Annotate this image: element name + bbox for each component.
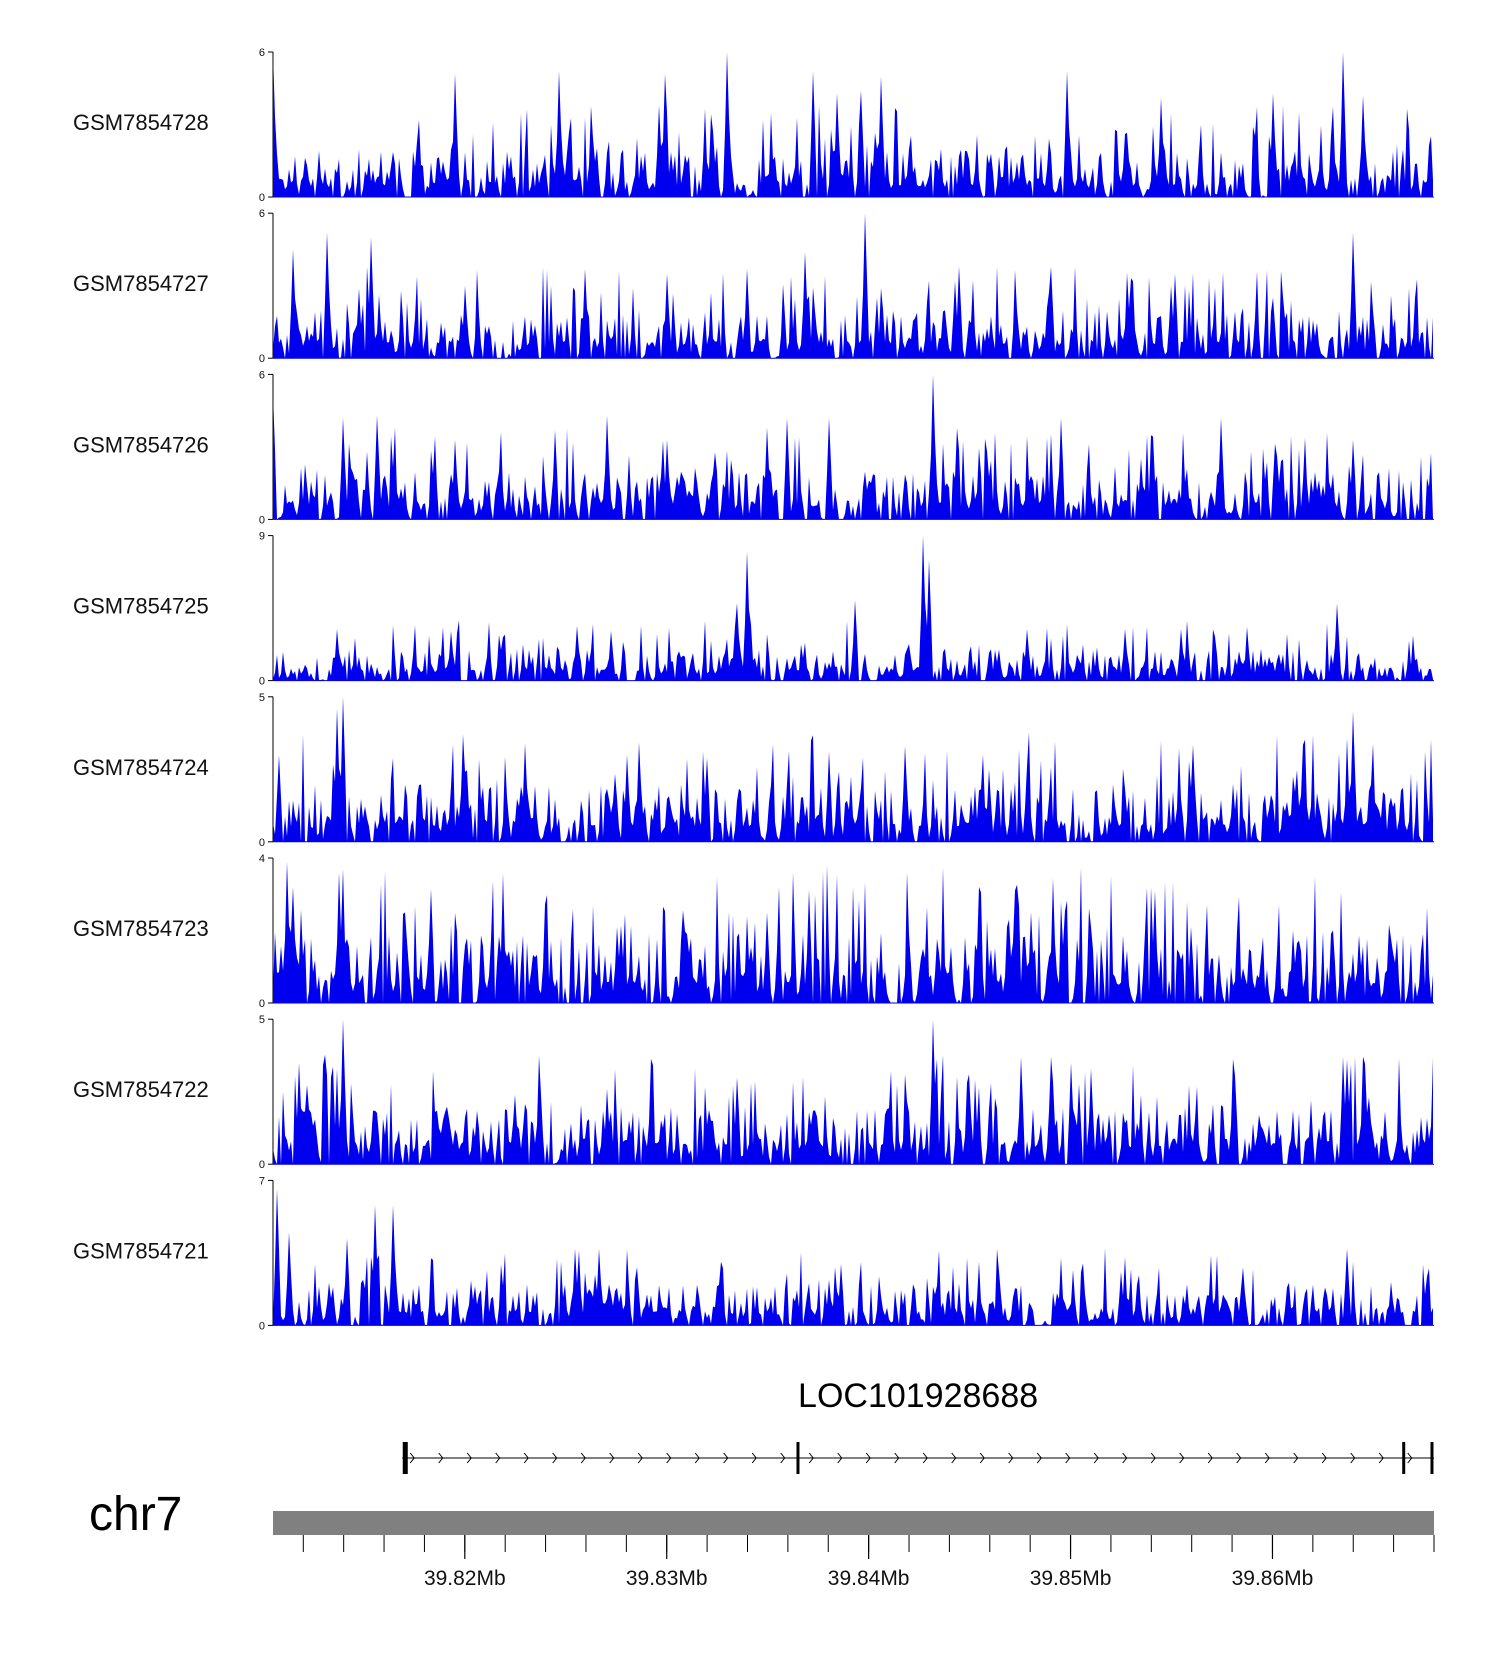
y-tick-label-min: 0 [259,998,265,1010]
strand-arrow [580,1452,586,1464]
strand-arrow [637,1452,643,1464]
track-label: GSM7854728 [73,110,209,135]
exon-mark [1430,1442,1434,1474]
exon-mark [404,1442,408,1474]
strand-arrow [951,1452,957,1464]
axis-tick-label: 39.84Mb [828,1567,910,1590]
y-tick-label-max: 6 [259,47,265,59]
strand-arrow [1008,1452,1014,1464]
track-GSM7854728: GSM7854728 6 0 [73,47,1434,204]
strand-arrow [751,1452,757,1464]
strand-arrow [1036,1452,1042,1464]
strand-arrow [894,1452,900,1464]
exon-mark [796,1442,800,1474]
signal-area [273,535,1433,681]
strand-arrow [922,1452,928,1464]
strand-arrow [1407,1452,1413,1464]
strand-arrow [1293,1452,1299,1464]
strand-arrow [523,1452,529,1464]
y-tick-label-min: 0 [259,192,265,204]
strand-arrow [1122,1452,1128,1464]
y-tick-label-max: 6 [259,208,265,220]
strand-arrow [438,1452,444,1464]
chromosome-label: chr7 [89,1488,182,1541]
strand-arrow [1179,1452,1185,1464]
track-GSM7854725: GSM7854725 9 0 [73,531,1434,688]
chromosome-ideogram-bar [273,1511,1434,1535]
strand-arrow [865,1452,871,1464]
axis-tick-label: 39.82Mb [424,1567,506,1590]
track-label: GSM7854725 [73,594,209,619]
strand-arrow [495,1452,501,1464]
strand-arrow [466,1452,472,1464]
gene-track: LOC101928688 [402,1377,1434,1474]
y-tick-label-min: 0 [259,1320,265,1332]
y-tick-label-max: 9 [259,531,265,543]
gene-structure [402,1442,1434,1474]
strand-arrow [609,1452,615,1464]
y-tick-label-min: 0 [259,837,265,849]
strand-arrow [1065,1452,1071,1464]
y-tick-label-max: 6 [259,369,265,381]
strand-arrow [837,1452,843,1464]
gene-name: LOC101928688 [798,1377,1038,1415]
y-tick-label-min: 0 [259,514,265,526]
strand-arrow [1321,1452,1327,1464]
exon-mark [1402,1442,1406,1474]
strand-arrow [1378,1452,1384,1464]
strand-arrow [979,1452,985,1464]
strand-arrow [1150,1452,1156,1464]
signal-area [273,52,1433,197]
axis-tick-label: 39.85Mb [1030,1567,1112,1590]
track-GSM7854723: GSM7854723 4 0 [73,853,1434,1010]
track-GSM7854727: GSM7854727 6 0 [73,208,1434,365]
track-label: GSM7854723 [73,916,209,941]
signal-area [273,1188,1433,1326]
signal-tracks: GSM785472860GSM785472760GSM785472660GSM7… [73,47,1434,1332]
axis-ticks: 39.82Mb 39.83Mb 39.84Mb 39.85Mb 39.86Mb [302,1535,1435,1590]
y-tick-label-min: 0 [259,353,265,365]
axis-tick-label: 39.83Mb [626,1567,708,1590]
exon-mark [402,1442,406,1474]
signal-area [273,374,1433,520]
strand-arrow [1264,1452,1270,1464]
signal-area [273,213,1433,359]
y-tick-label-max: 5 [259,1014,265,1026]
y-tick-label-max: 4 [259,853,265,865]
track-GSM7854722: GSM7854722 5 0 [73,1014,1434,1171]
genomic-axis: chr7 39.82Mb 39.83Mb 39.84Mb 39.85Mb 39.86Mb [89,1488,1435,1590]
track-label: GSM7854722 [73,1077,209,1102]
signal-area [273,1019,1433,1165]
y-tick-label-min: 0 [259,1159,265,1171]
strand-arrow [409,1452,415,1464]
track-GSM7854724: GSM7854724 5 0 [73,692,1434,849]
strand-arrow [552,1452,558,1464]
signal-area [273,861,1433,1003]
track-label: GSM7854727 [73,271,209,296]
y-tick-label-max: 7 [259,1175,265,1187]
track-label: GSM7854726 [73,432,209,457]
track-GSM7854726: GSM7854726 6 0 [73,369,1434,526]
track-label: GSM7854724 [73,755,209,780]
strand-arrow [1207,1452,1213,1464]
strand-arrow [694,1452,700,1464]
track-label: GSM7854721 [73,1238,209,1263]
strand-arrow [780,1452,786,1464]
track-GSM7854721: GSM7854721 7 0 [73,1175,1434,1332]
y-tick-label-max: 5 [259,692,265,704]
strand-arrow [1236,1452,1242,1464]
strand-arrow [808,1452,814,1464]
axis-tick-label: 39.86Mb [1232,1567,1314,1590]
strand-arrow [1093,1452,1099,1464]
y-tick-label-min: 0 [259,676,265,688]
strand-arrow [666,1452,672,1464]
strand-arrow [723,1452,729,1464]
signal-area [273,696,1433,842]
strand-arrow [1350,1452,1356,1464]
